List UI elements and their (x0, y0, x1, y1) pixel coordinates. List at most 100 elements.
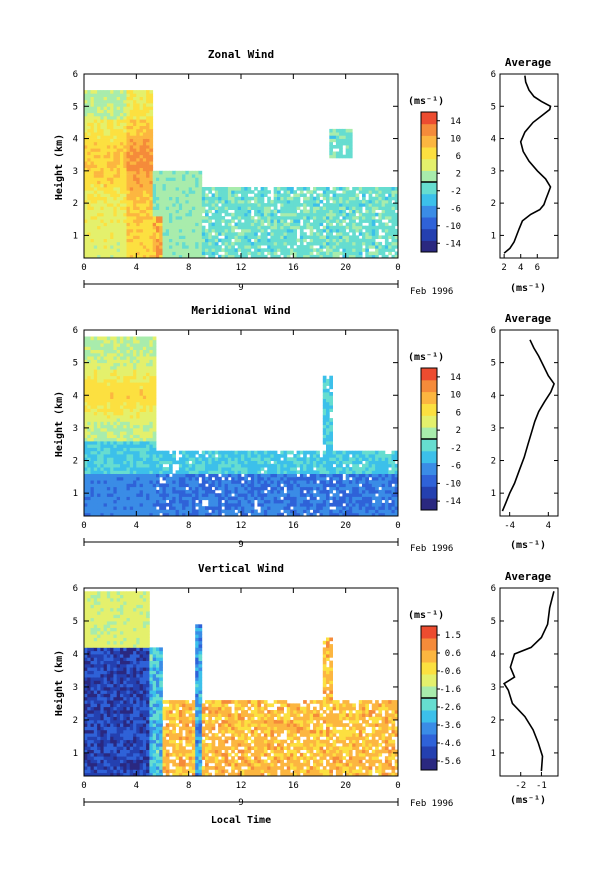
heatmap-cell (280, 248, 284, 252)
heatmap-cell (90, 512, 95, 517)
profile-line (503, 75, 552, 254)
heatmap-cell (319, 499, 324, 504)
heatmap-cell (116, 473, 121, 478)
panel1-ylabel: Height (km) (53, 134, 65, 200)
heatmap-cell (231, 499, 235, 504)
heatmap-cell (139, 467, 144, 471)
heatmap-cell (345, 206, 350, 210)
heatmap-cell (283, 190, 288, 194)
heatmap-cell (309, 467, 314, 471)
heatmap-cell (247, 206, 252, 210)
heatmap-cell (322, 437, 327, 442)
heatmap-cell (260, 187, 265, 191)
heatmap-cell (231, 193, 235, 197)
heatmap-cell (381, 228, 386, 233)
heatmap-cell (87, 392, 91, 396)
heatmap-cell (260, 473, 265, 478)
heatmap-cell (335, 254, 340, 259)
heatmap-cell (348, 145, 353, 149)
heatmap-cell (103, 365, 108, 370)
heatmap-cell (139, 90, 144, 94)
heatmap-cell (348, 199, 353, 204)
heatmap-cell (103, 219, 108, 223)
heatmap-cell (120, 411, 124, 416)
heatmap-cell (93, 187, 98, 191)
heatmap-cell (136, 440, 140, 445)
heatmap-cell (97, 174, 101, 178)
heatmap-cell (195, 476, 199, 481)
heatmap-cell (257, 480, 262, 484)
heatmap-cell (263, 209, 268, 214)
heatmap-cell (277, 241, 281, 246)
heatmap-cell (257, 248, 262, 252)
heatmap-cell (97, 489, 101, 494)
heatmap-cell (120, 138, 124, 143)
heatmap-cell (110, 434, 114, 439)
heatmap-cell (162, 180, 167, 185)
heatmap-cell (257, 493, 262, 497)
heatmap-cell (106, 346, 111, 350)
heatmap-cell (277, 216, 281, 220)
heatmap-cell (120, 378, 124, 383)
heatmap-cell (391, 232, 396, 236)
heatmap-cell (106, 343, 111, 347)
heatmap-cell (267, 476, 271, 481)
heatmap-cell (139, 349, 144, 354)
heatmap-cell (152, 177, 157, 181)
heatmap-cell (182, 454, 186, 458)
heatmap-cell (313, 199, 317, 204)
heatmap-cell (139, 138, 144, 143)
heatmap-cell (146, 489, 150, 494)
heatmap-cell (139, 122, 144, 126)
heatmap-cell (136, 116, 140, 120)
heatmap-cell (97, 161, 101, 165)
heatmap-cell (352, 216, 356, 220)
heatmap-cell (120, 346, 124, 350)
heatmap-cell (142, 222, 147, 227)
heatmap-cell (93, 489, 98, 494)
heatmap-cell (152, 187, 157, 191)
heatmap-cell (93, 193, 98, 197)
heatmap-cell (146, 154, 150, 159)
heatmap-cell (378, 216, 383, 220)
heatmap-cell (123, 401, 127, 406)
heatmap-cell (231, 450, 235, 455)
heatmap-cell (270, 251, 275, 256)
heatmap-cell (257, 238, 262, 243)
heatmap-cell (178, 460, 183, 465)
heatmap-cell (371, 199, 376, 204)
heatmap-cell (113, 512, 118, 517)
heatmap-cell (126, 167, 131, 172)
heatmap-cell (126, 365, 131, 370)
heatmap-cell (100, 375, 105, 380)
heatmap-cell (237, 509, 242, 514)
heatmap-cell (87, 470, 91, 474)
heatmap-cell (97, 362, 101, 367)
heatmap-cell (244, 502, 248, 507)
heatmap-cell (126, 467, 131, 471)
heatmap-cell (316, 493, 320, 497)
heatmap-cell (126, 238, 131, 243)
heatmap-cell (329, 251, 333, 256)
heatmap-cell (116, 119, 121, 123)
heatmap-cell (126, 339, 131, 344)
heatmap-cell (247, 219, 252, 223)
heatmap-cell (120, 388, 124, 393)
heatmap-cell (169, 206, 173, 210)
heatmap-cell (106, 421, 111, 426)
heatmap-cell (113, 216, 118, 220)
heatmap-cell (120, 460, 124, 465)
heatmap-cell (139, 135, 144, 139)
heatmap-cell (90, 447, 95, 452)
heatmap-cell (257, 203, 262, 207)
heatmap-cell (313, 203, 317, 207)
heatmap-cell (286, 480, 291, 484)
heatmap-cell (149, 392, 154, 396)
heatmap-cell (254, 450, 258, 455)
heatmap-cell (244, 512, 248, 517)
heatmap-cell (214, 486, 219, 491)
heatmap-cell (142, 180, 147, 185)
heatmap-cell (136, 177, 140, 181)
heatmap-cell (139, 119, 144, 123)
heatmap-cell (375, 248, 379, 252)
